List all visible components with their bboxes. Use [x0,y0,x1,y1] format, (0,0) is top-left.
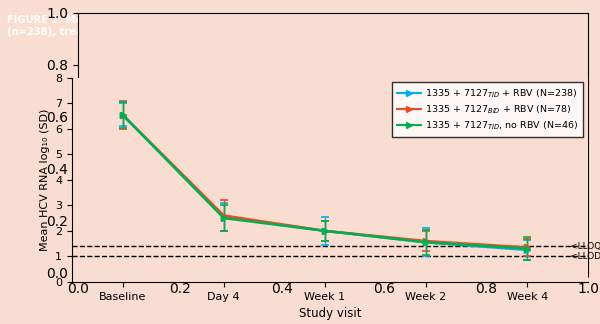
Text: <LLOD: <LLOD [570,252,600,261]
X-axis label: Study visit: Study visit [299,307,361,320]
Text: FIGURE 2. Mean HCV RNA decay from baseline to Week 4 for patients in treatment g: FIGURE 2. Mean HCV RNA decay from baseli… [7,16,539,37]
Text: <LLOQ: <LLOQ [570,242,600,251]
Legend: 1335 + 7127$_{TID}$ + RBV (N=238), 1335 + 7127$_{BID}$ + RBV (N=78), 1335 + 7127: 1335 + 7127$_{TID}$ + RBV (N=238), 1335 … [392,83,583,137]
Y-axis label: Mean HCV RNA log₁₀ (SD): Mean HCV RNA log₁₀ (SD) [40,109,50,251]
